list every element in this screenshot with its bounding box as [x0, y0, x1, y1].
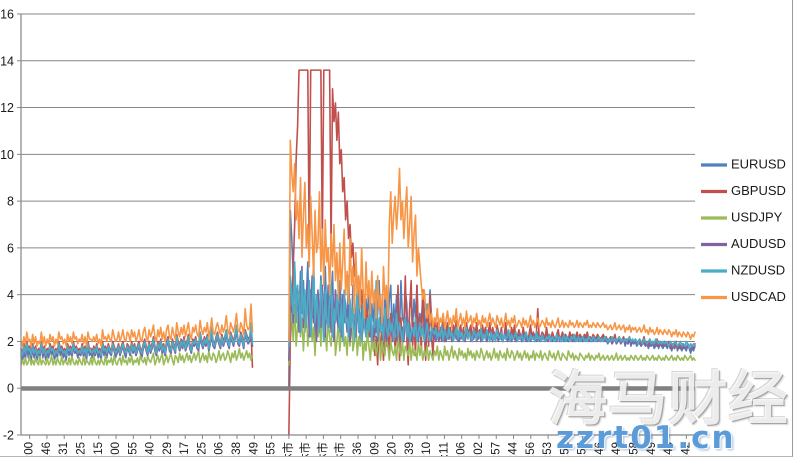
y-axis: 16 14 12 10 8 6 4 2 0 -2 [0, 8, 22, 443]
x-tick-label: 4:43:49 [248, 442, 260, 457]
x-tick-label: 6:32:44 [508, 441, 520, 457]
x-tick-label: 4:18:25 [197, 442, 209, 457]
x-tick-label: 4:27:06 [214, 442, 226, 457]
x-tick-label: 4:02:29 [162, 442, 174, 457]
plot-background [21, 14, 695, 435]
x-tick-label: 3:15:31 [58, 442, 70, 457]
x-tick-label: 7:12:46 [594, 442, 606, 457]
x-tick-label: 4:51:55 [266, 442, 278, 457]
y-tick-label: 4 [7, 288, 14, 302]
x-tick-label: 5:51:10 [421, 442, 433, 457]
series-line-nzdusd [20, 261, 696, 357]
y-tick-label: 6 [7, 241, 14, 255]
x-tick-label: 6:09:06 [456, 442, 468, 457]
series-line-usdcad [20, 139, 696, 347]
x-tick-label: 3:46:55 [127, 442, 139, 457]
zero-line [21, 386, 695, 391]
x-tick-label: 6:01:11 [438, 442, 450, 457]
x-tick-label: 7:52:42 [680, 442, 692, 457]
x-tick-label: 6:40:56 [525, 442, 537, 457]
y-tick-label: 2 [7, 335, 14, 349]
y-tick-label: 16 [0, 8, 14, 22]
x-axis: 3:00:00 3:07:46 3:15:31 3:23:25 3:31:15 3:39:… [21, 434, 695, 457]
y-tick-label: 8 [7, 195, 14, 209]
x-tick-label: 7:36:49 [646, 442, 658, 457]
x-tick-label: 3:07:46 [41, 442, 53, 457]
series-line-usdjpy [20, 293, 696, 366]
legend-label-gbpusd: GBPUSD [731, 183, 786, 198]
x-tick-label: 休市 [281, 442, 295, 457]
legend-label-audusd: AUDUSD [731, 236, 786, 251]
x-tick-label: 6:17:02 [473, 442, 485, 457]
chart-legend: EURUSD GBPUSD USDJPY AUDUSD NZDUSD USDCAD [701, 156, 786, 304]
y-tick-label: -2 [3, 429, 14, 443]
series-usdjpy [20, 293, 696, 366]
x-tick-label: 休市 [333, 442, 347, 457]
series-usdcad [20, 139, 696, 347]
x-tick-label: 3:23:25 [76, 442, 88, 457]
zero-axis-line [21, 386, 695, 391]
x-tick-label: 3:31:15 [93, 442, 105, 457]
x-tick-label: 7:04:54 [577, 441, 589, 457]
x-tick-label: 3:39:00 [110, 442, 122, 457]
x-tick-label: 5:31:20 [387, 442, 399, 457]
y-tick-label: 14 [0, 54, 14, 68]
x-tick-label: 7:44:43 [663, 442, 675, 457]
x-tick-label: 休市 [298, 442, 312, 457]
y-tick-label: 10 [0, 148, 14, 162]
x-tick-label: 5:17:09 [369, 442, 381, 457]
x-tick-label: 5:04:36 [352, 442, 364, 457]
x-tick-label: 4:10:17 [179, 442, 191, 457]
x-tick-label: 6:56:52 [559, 442, 571, 457]
y-tick-label: 0 [7, 382, 14, 396]
legend-label-nzdusd: NZDUSD [731, 262, 785, 277]
x-tick-label: 4:35:38 [231, 442, 243, 457]
x-tick-label: 休市 [315, 442, 329, 457]
x-tick-label: 6:48:53 [542, 442, 554, 457]
series-layer [20, 69, 696, 436]
x-tick-label: 6:24:57 [490, 442, 502, 457]
x-tick-label: 7:20:49 [611, 442, 623, 457]
x-tick-label: 7:28:58 [629, 442, 641, 457]
x-tick-label: 3:54:40 [145, 442, 157, 457]
legend-label-eurusd: EURUSD [731, 156, 786, 171]
legend-label-usdjpy: USDJPY [731, 209, 783, 224]
x-tick-label: 5:40:39 [404, 442, 416, 457]
legend-label-usdcad: USDCAD [731, 289, 786, 304]
series-nzdusd [20, 261, 696, 357]
x-tick-label: 3:00:00 [24, 442, 36, 457]
y-tick-label: 12 [0, 101, 14, 115]
